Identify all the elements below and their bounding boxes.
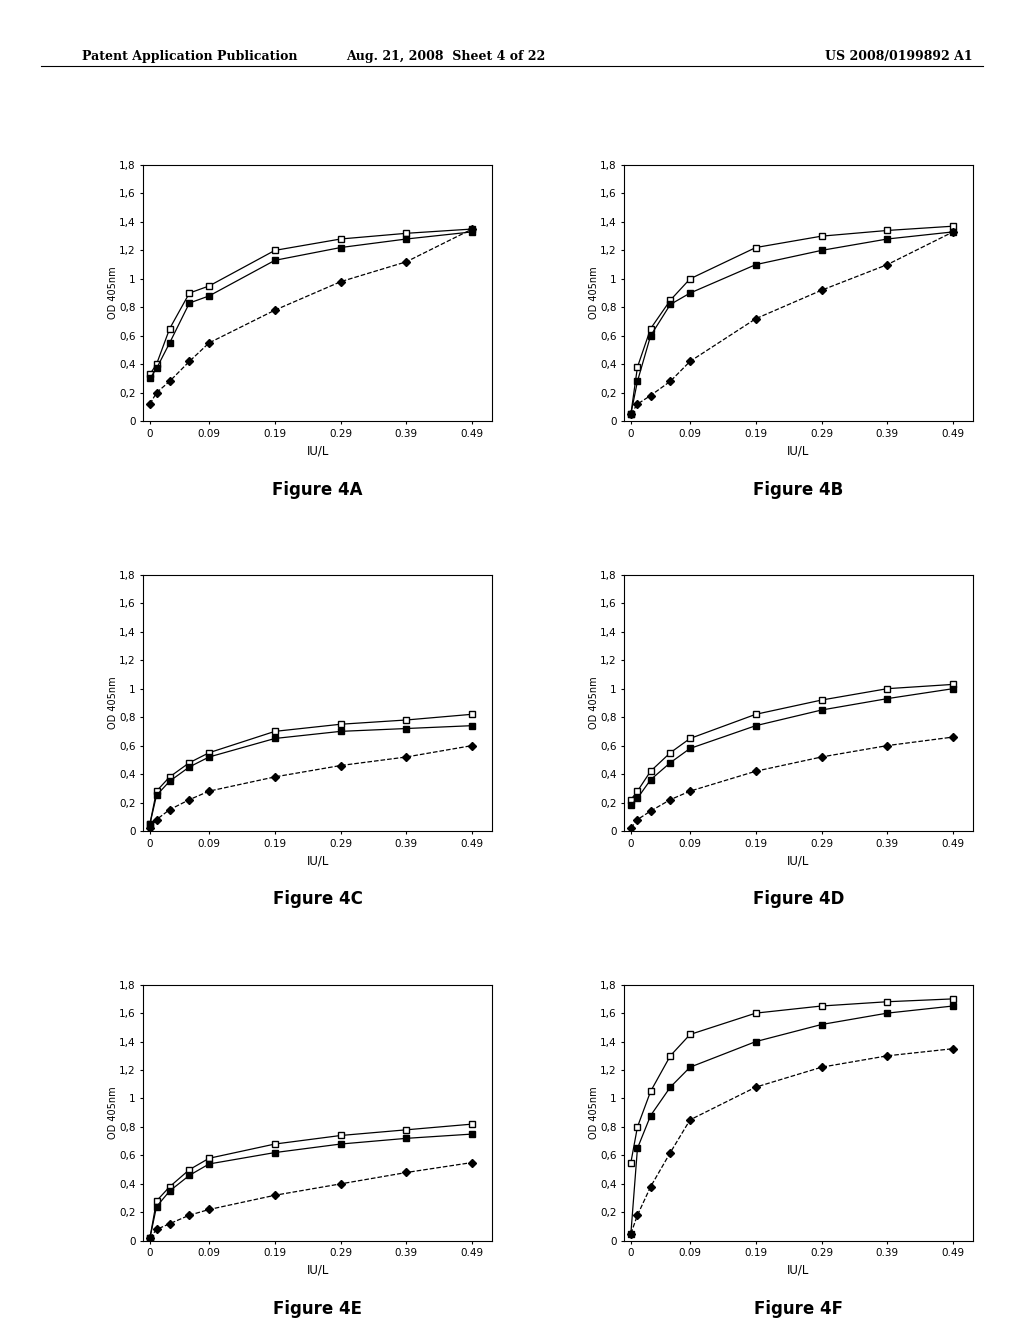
X-axis label: IU/L: IU/L: [787, 854, 810, 867]
Text: Patent Application Publication: Patent Application Publication: [82, 50, 297, 63]
Y-axis label: OD 405nm: OD 405nm: [589, 1086, 599, 1139]
X-axis label: IU/L: IU/L: [787, 1265, 810, 1276]
X-axis label: IU/L: IU/L: [306, 1265, 329, 1276]
Text: Figure 4D: Figure 4D: [753, 891, 844, 908]
Text: Figure 4F: Figure 4F: [754, 1300, 843, 1319]
Y-axis label: OD 405nm: OD 405nm: [108, 677, 118, 729]
Text: Figure 4A: Figure 4A: [272, 480, 362, 499]
Y-axis label: OD 405nm: OD 405nm: [108, 1086, 118, 1139]
Text: Figure 4B: Figure 4B: [754, 480, 844, 499]
X-axis label: IU/L: IU/L: [787, 445, 810, 457]
Y-axis label: OD 405nm: OD 405nm: [108, 267, 118, 319]
Y-axis label: OD 405nm: OD 405nm: [589, 267, 599, 319]
Text: Figure 4E: Figure 4E: [273, 1300, 362, 1319]
X-axis label: IU/L: IU/L: [306, 445, 329, 457]
Y-axis label: OD 405nm: OD 405nm: [589, 677, 599, 729]
Text: US 2008/0199892 A1: US 2008/0199892 A1: [825, 50, 973, 63]
Text: Aug. 21, 2008  Sheet 4 of 22: Aug. 21, 2008 Sheet 4 of 22: [346, 50, 545, 63]
Text: Figure 4C: Figure 4C: [272, 891, 362, 908]
X-axis label: IU/L: IU/L: [306, 854, 329, 867]
